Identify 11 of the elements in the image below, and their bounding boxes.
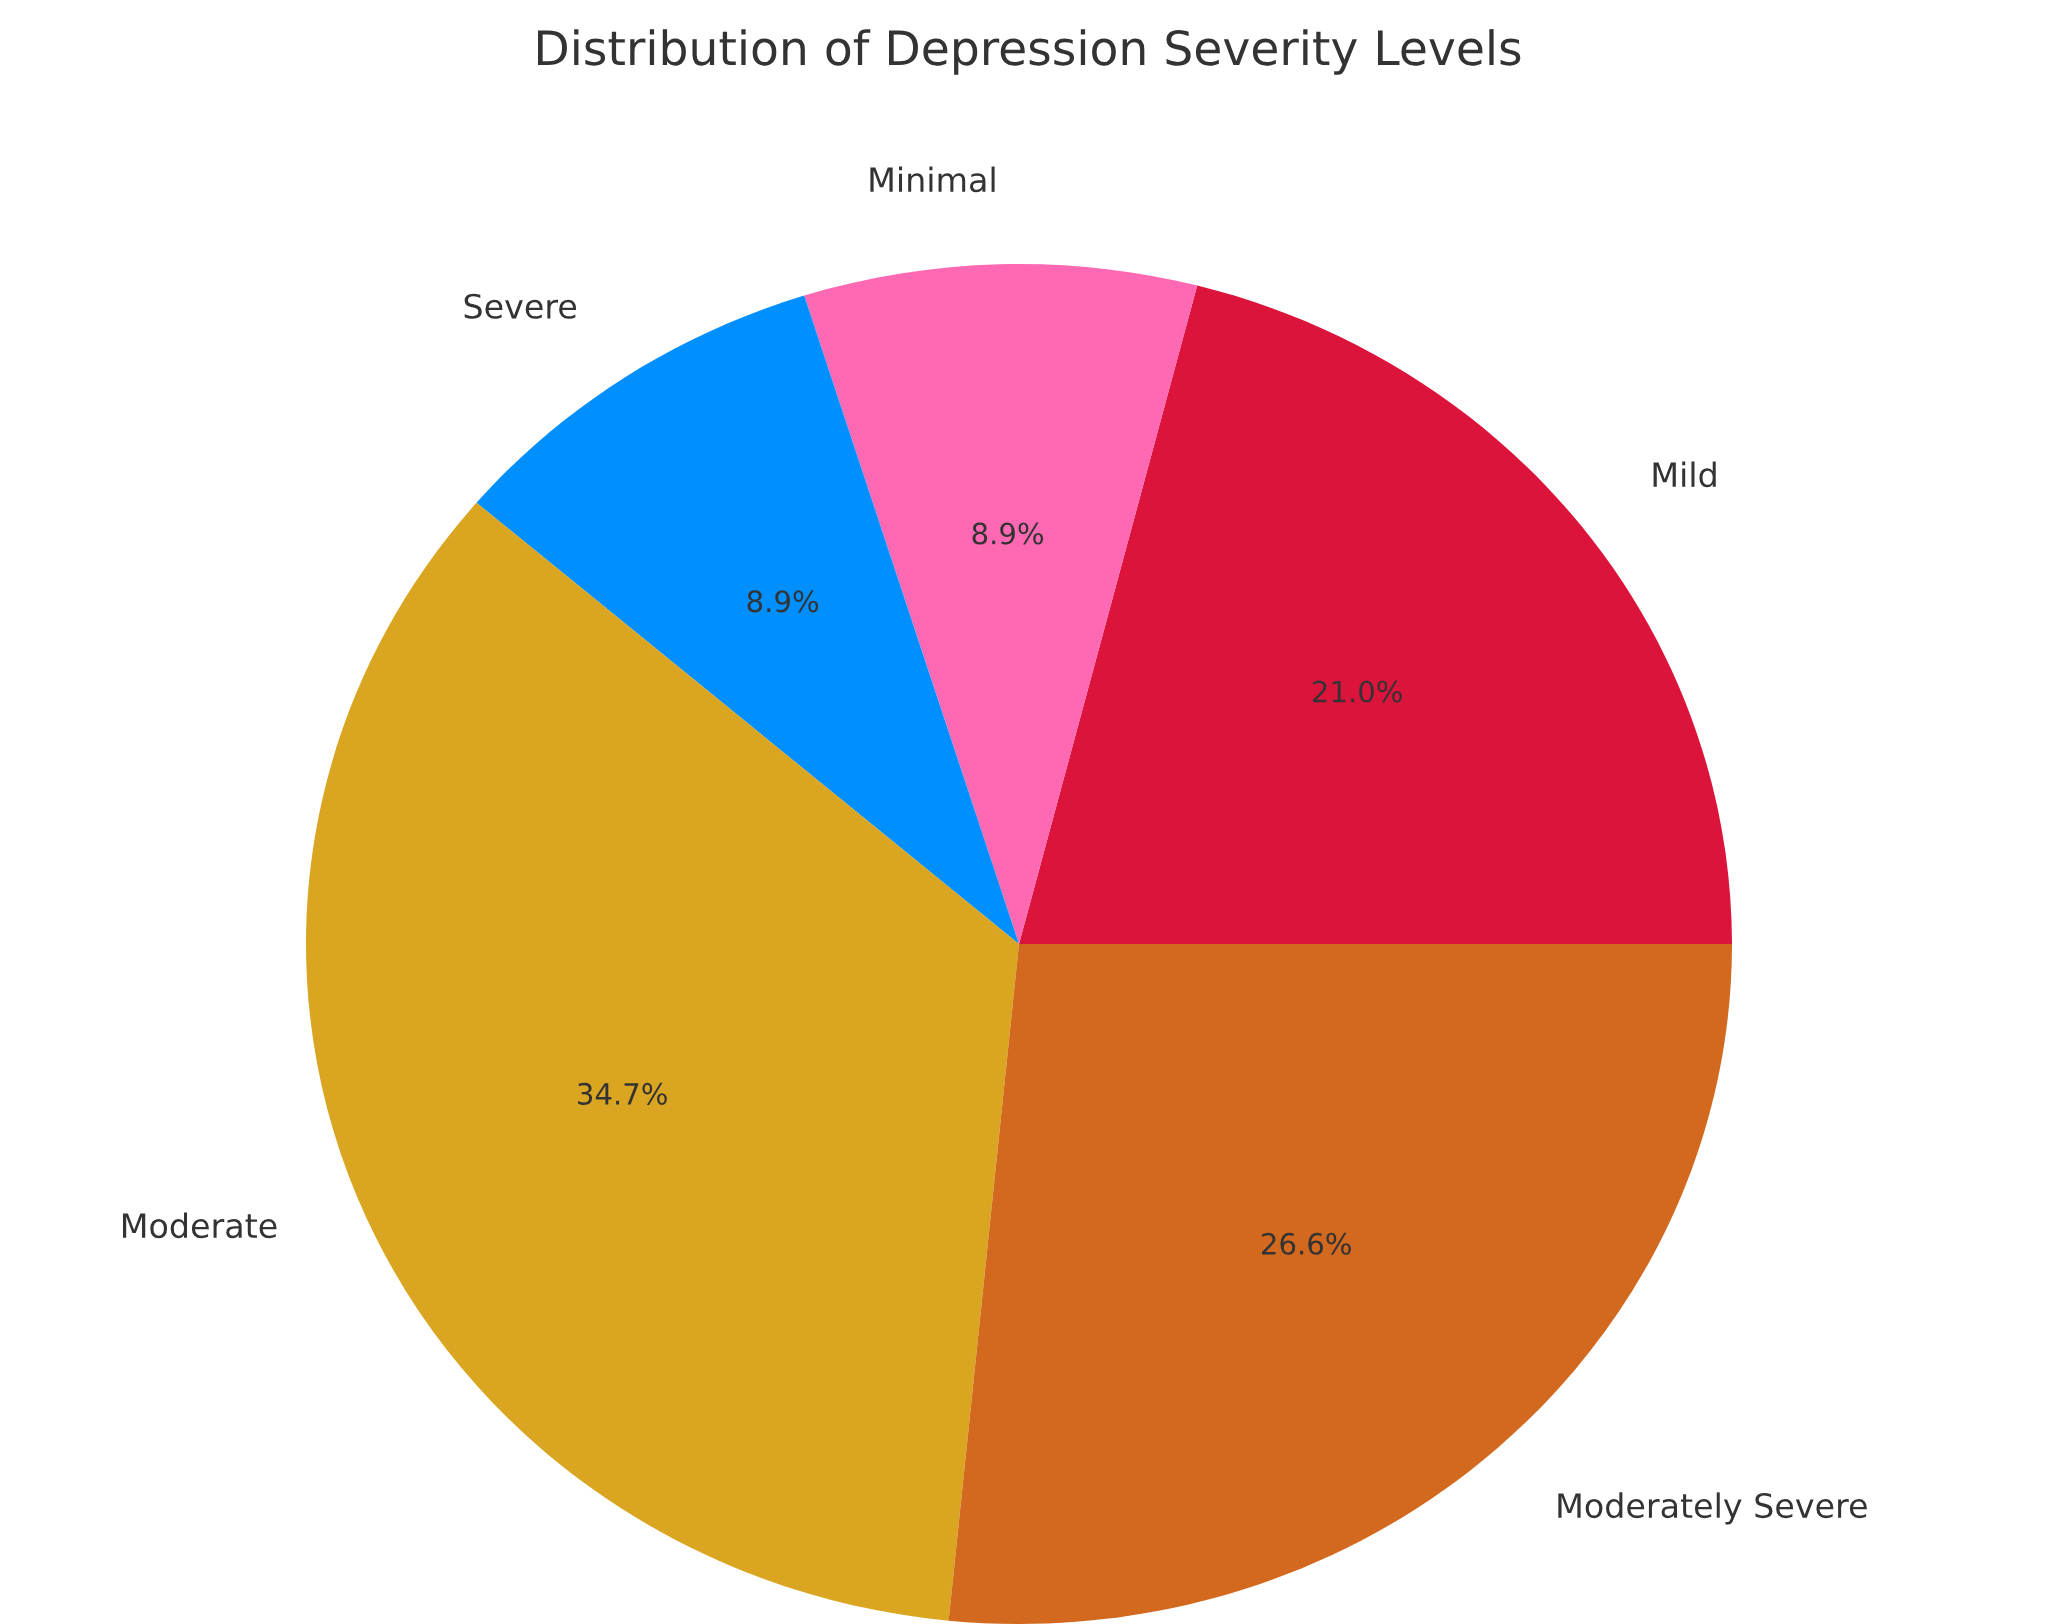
data-label: 26.6% (1261, 1232, 1351, 1255)
data-label: 34.7% (578, 1082, 667, 1105)
chart-title: Distribution of Depression Severity Levels (538, 29, 1521, 75)
slice-label: Moderate (123, 1212, 277, 1239)
data-label: 21.0% (1313, 680, 1402, 703)
slice-label: Mild (1653, 461, 1716, 488)
slice-label: Moderately Severe (1558, 1492, 1867, 1525)
data-label: 8.9% (747, 590, 819, 613)
slice-label: Severe (464, 293, 577, 319)
slice-label: Minimal (870, 166, 995, 193)
data-label: 8.9% (972, 522, 1044, 545)
